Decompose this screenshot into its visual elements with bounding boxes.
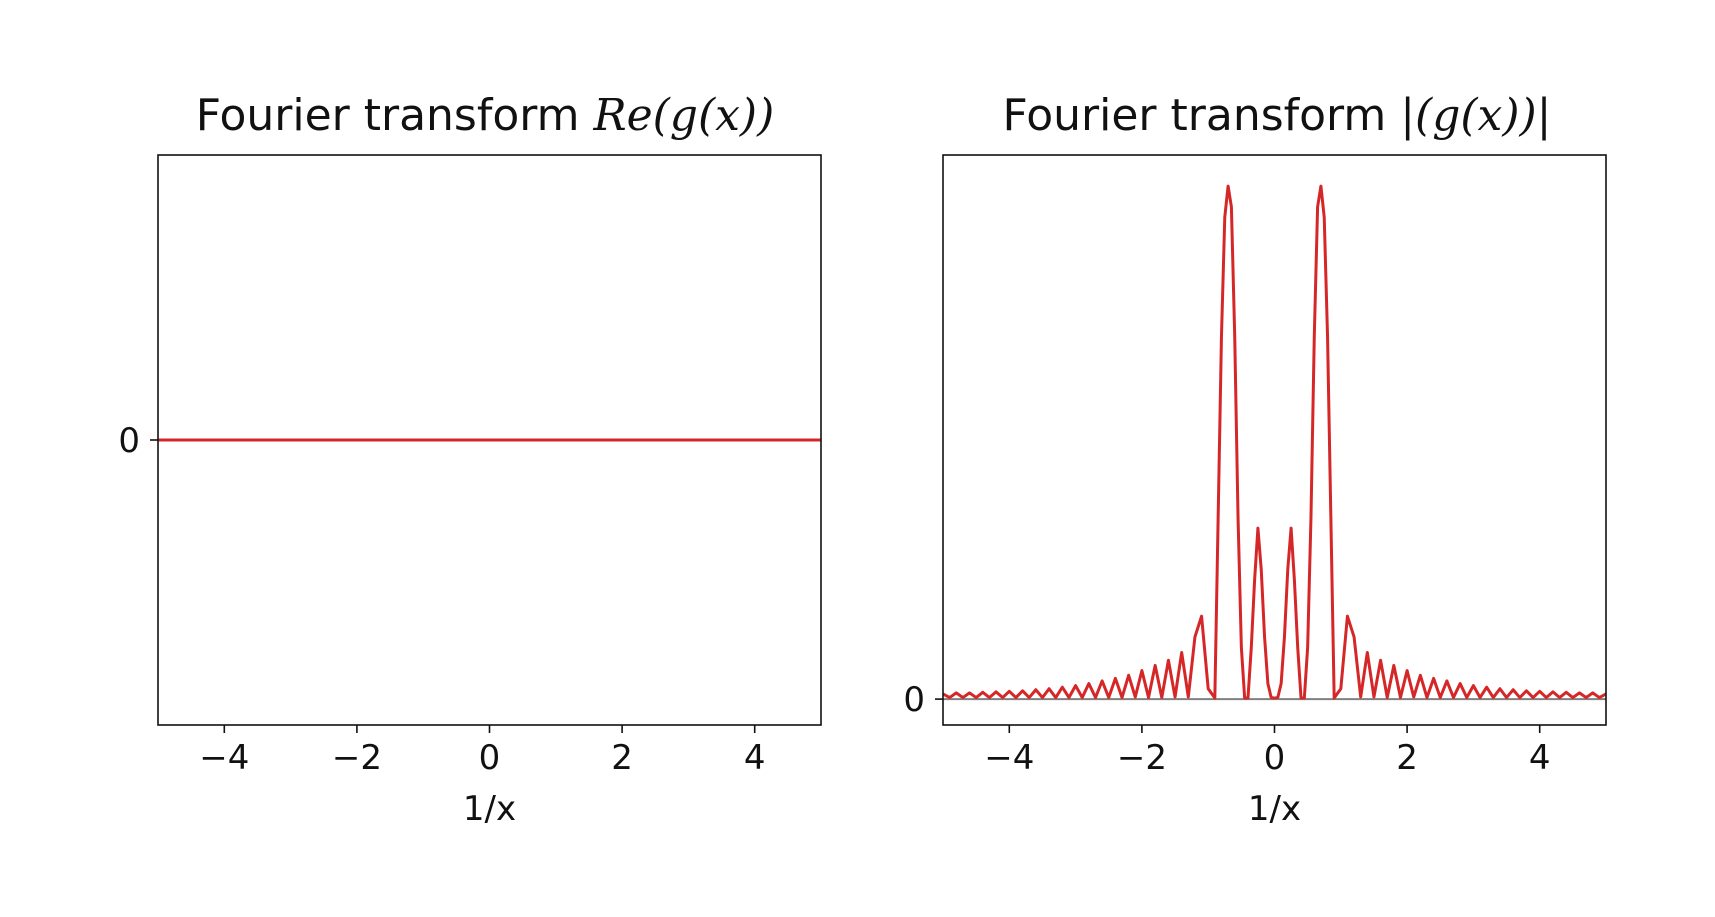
right-axes-frame [942, 154, 1607, 726]
left-x-axis-label: 1/x [463, 789, 516, 829]
right-x-axis-label: 1/x [1248, 789, 1301, 829]
left-x-tick-label: −4 [199, 738, 249, 778]
right-chart-title: Fourier transform |(g(x))| [942, 90, 1612, 141]
right-x-tick-label: −4 [984, 738, 1034, 778]
right-x-tick-label: 4 [1529, 738, 1551, 778]
right-x-tick-label: −2 [1117, 738, 1167, 778]
left-y-tick-label: 0 [118, 421, 140, 461]
left-x-tick-label: −2 [332, 738, 382, 778]
left-x-tick-label: 0 [479, 738, 501, 778]
left-title-math: Re(g(x)) [593, 90, 775, 141]
right-x-tick-label: 0 [1264, 738, 1286, 778]
left-chart-title: Fourier transform Re(g(x)) [150, 90, 820, 141]
left-x-tick-label: 4 [744, 738, 766, 778]
left-title-prefix: Fourier transform [195, 90, 594, 141]
right-title-prefix: Fourier transform [1002, 90, 1401, 141]
right-plot: −4 −2 0 2 4 0 1/x [903, 154, 1607, 829]
right-title-math: |(g(x))| [1400, 90, 1552, 141]
left-plot: −4 −2 0 2 4 0 1/x [118, 154, 822, 829]
left-x-tick-label: 2 [611, 738, 633, 778]
right-series-line-0 [943, 184, 1606, 700]
right-y-tick-label: 0 [903, 680, 925, 720]
right-x-tick-label: 2 [1396, 738, 1418, 778]
